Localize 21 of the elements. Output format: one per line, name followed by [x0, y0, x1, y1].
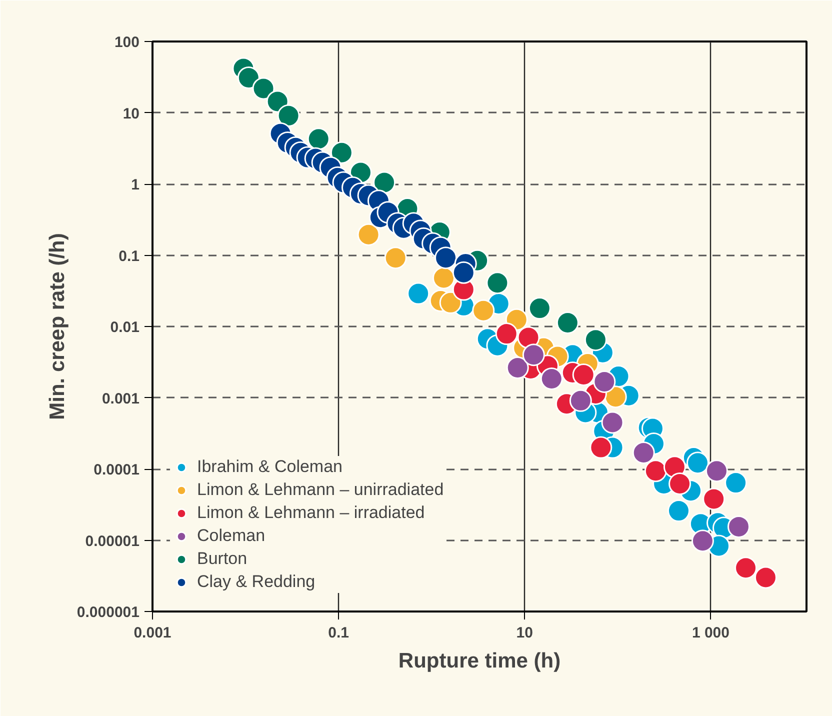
x-tick-label: 0.1 — [328, 624, 350, 642]
legend-label: Limon & Lehmann – irradiated — [197, 503, 425, 523]
legend-label: Clay & Redding — [197, 572, 316, 592]
y-tick-label: 0.000001 — [76, 604, 140, 621]
legend-label: Ibrahim & Coleman — [197, 457, 343, 477]
x-axis-title: Rupture time (h) — [398, 650, 561, 672]
y-tick-label: 0.1 — [118, 248, 140, 265]
y-tick-label: 1 — [131, 176, 140, 194]
legend-label: Limon & Lehmann – unirradiated — [197, 480, 444, 500]
y-tick-label: 0.01 — [110, 319, 140, 336]
x-tick-label: 0.001 — [134, 624, 172, 642]
x-tick-label: 10 — [516, 624, 533, 642]
y-tick-label: 0.001 — [102, 390, 140, 408]
y-tick-label: 0.00001 — [85, 532, 140, 550]
legend-label: Burton — [197, 549, 248, 569]
y-tick-label: 0.0001 — [94, 462, 140, 478]
y-axis-title: Min. creep rate (/h) — [46, 233, 69, 420]
legend-label: Coleman — [197, 526, 266, 546]
x-tick-label: 1 000 — [692, 624, 730, 642]
y-tick-label: 100 — [114, 34, 140, 51]
y-tick-label: 10 — [122, 105, 140, 122]
